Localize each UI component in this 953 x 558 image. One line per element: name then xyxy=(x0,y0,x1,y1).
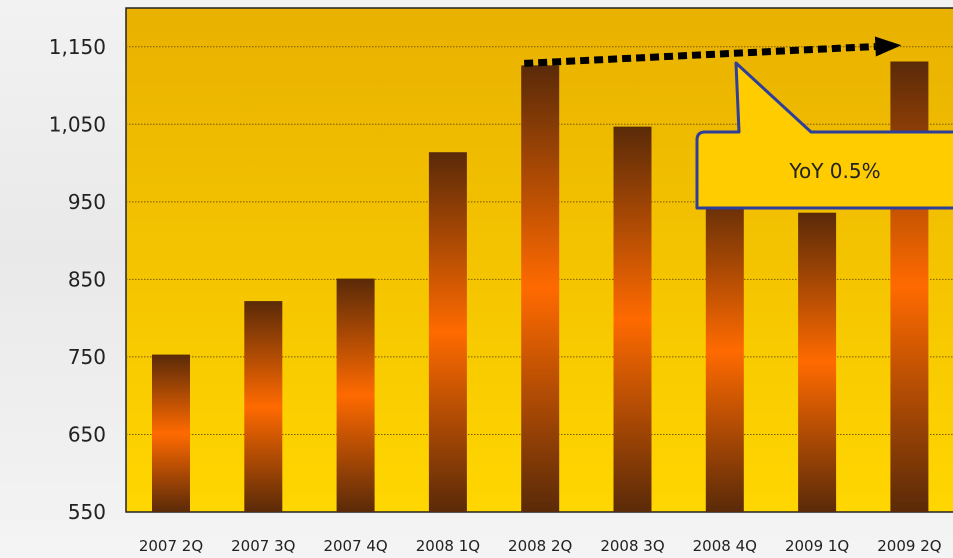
x-tick-label: 2007 4Q xyxy=(323,537,387,555)
x-tick-label: 2007 2Q xyxy=(139,537,203,555)
y-tick-label: 550 xyxy=(68,500,106,524)
y-tick-label: 850 xyxy=(68,267,106,291)
x-tick-label: 2008 1Q xyxy=(416,537,480,555)
y-tick-label: 1,050 xyxy=(49,112,106,136)
trend-arrow-line xyxy=(524,43,876,67)
bar xyxy=(244,301,283,512)
bar xyxy=(613,126,652,512)
y-axis-ticks: 550 650 750 850 950 1,050 1,150 xyxy=(49,35,106,524)
callout-label: YoY 0.5% xyxy=(788,159,880,183)
bar xyxy=(428,152,467,512)
callout-box xyxy=(695,61,953,210)
bar xyxy=(521,65,560,512)
bar xyxy=(336,278,375,512)
bar xyxy=(798,212,837,512)
x-tick-label: 2009 2Q xyxy=(877,537,941,555)
yoy-annotation: YoY 0.5% xyxy=(524,36,953,210)
bar xyxy=(152,354,190,512)
x-tick-label: 2009 1Q xyxy=(785,537,849,555)
x-tick-label: 2008 3Q xyxy=(600,537,664,555)
bars xyxy=(152,61,929,513)
x-axis-ticks: 2007 2Q 2007 3Q 2007 4Q 2008 1Q 2008 2Q 2008 … xyxy=(139,537,942,555)
y-tick-label: 950 xyxy=(68,190,106,214)
y-tick-label: 650 xyxy=(68,422,106,446)
x-tick-label: 2008 2Q xyxy=(508,537,572,555)
trend-arrow-head xyxy=(874,36,902,57)
x-tick-label: 2008 4Q xyxy=(693,537,757,555)
x-tick-label: 2007 3Q xyxy=(231,537,295,555)
y-tick-label: 750 xyxy=(68,345,106,369)
y-tick-label: 1,150 xyxy=(49,35,106,59)
bar xyxy=(890,61,929,513)
bar xyxy=(705,190,744,512)
